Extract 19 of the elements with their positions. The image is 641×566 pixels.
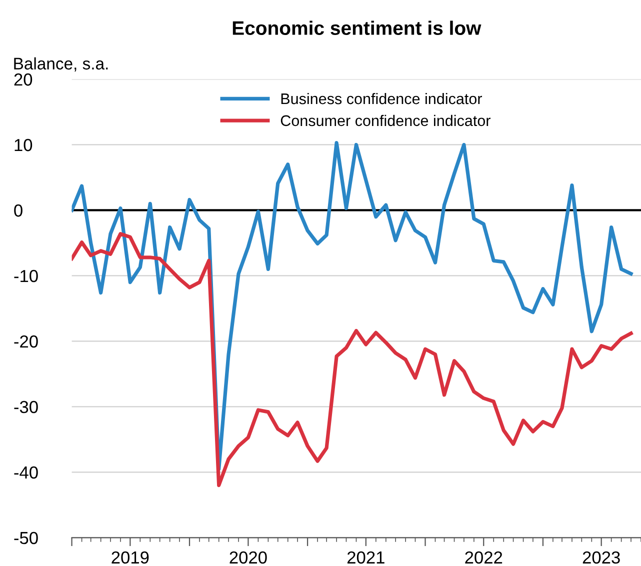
y-tick-label: -30 <box>14 400 38 414</box>
x-tick-label: 2020 <box>230 551 267 564</box>
y-tick-label: 10 <box>14 138 32 152</box>
chart-title: Economic sentiment is low <box>232 20 482 35</box>
x-tick-label: 2022 <box>465 551 502 564</box>
y-tick-label: -50 <box>14 532 38 544</box>
y-tick-label: -20 <box>14 335 38 348</box>
x-tick-label: 2019 <box>112 551 149 564</box>
x-tick-label: 2023 <box>582 551 620 564</box>
y-tick-label: -10 <box>14 270 38 282</box>
y-axis-title: Balance, s.a. <box>14 57 108 72</box>
x-tick-label: 2021 <box>347 551 384 564</box>
y-tick-label: 20 <box>14 73 32 86</box>
line-series <box>72 140 633 471</box>
y-tick-label: 0 <box>14 204 22 217</box>
legend-label: Consumer confidence indicator <box>280 114 490 126</box>
y-tick-label: -40 <box>14 466 38 479</box>
line-series <box>72 232 633 488</box>
legend-label: Business confidence indicator <box>281 92 482 104</box>
